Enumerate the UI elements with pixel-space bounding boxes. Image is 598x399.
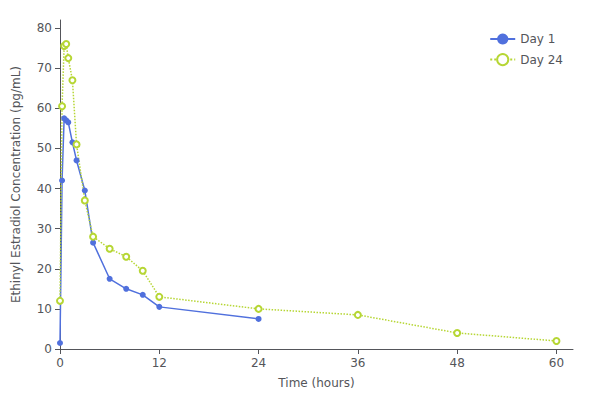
svg-text:0: 0 bbox=[56, 356, 64, 370]
svg-text:40: 40 bbox=[37, 182, 52, 196]
svg-text:0: 0 bbox=[44, 342, 52, 356]
svg-text:10: 10 bbox=[37, 302, 52, 316]
svg-text:80: 80 bbox=[37, 21, 52, 35]
svg-text:Ethinyl Estradiol Concentratio: Ethinyl Estradiol Concentration (pg/mL) bbox=[9, 66, 23, 303]
svg-text:Time (hours): Time (hours) bbox=[277, 376, 354, 390]
svg-text:30: 30 bbox=[37, 222, 52, 236]
svg-text:12: 12 bbox=[152, 356, 167, 370]
svg-text:60: 60 bbox=[37, 101, 52, 115]
svg-text:20: 20 bbox=[37, 262, 52, 276]
svg-text:70: 70 bbox=[37, 61, 52, 75]
svg-text:48: 48 bbox=[450, 356, 465, 370]
svg-text:60: 60 bbox=[549, 356, 564, 370]
svg-text:Day 1: Day 1 bbox=[520, 32, 555, 46]
svg-text:36: 36 bbox=[350, 356, 365, 370]
svg-text:50: 50 bbox=[37, 141, 52, 155]
svg-text:24: 24 bbox=[251, 356, 266, 370]
svg-text:Day 24: Day 24 bbox=[520, 53, 563, 67]
